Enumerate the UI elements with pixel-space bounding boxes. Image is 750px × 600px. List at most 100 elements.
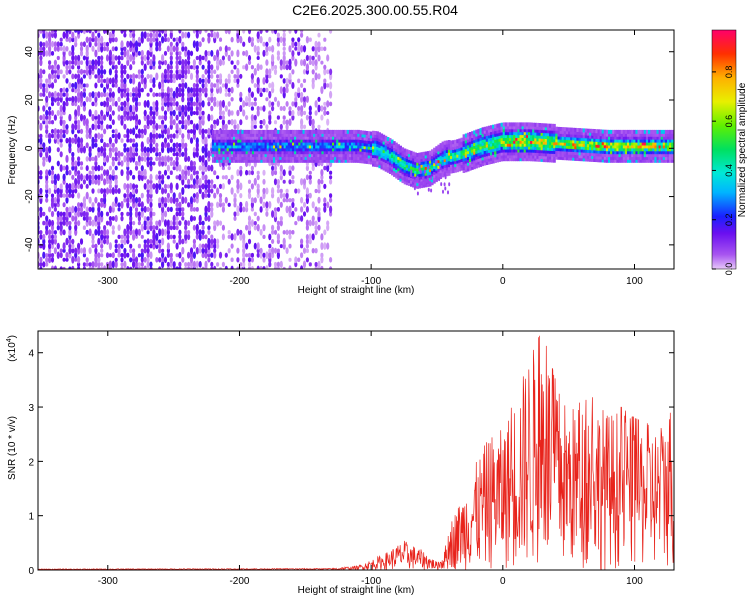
heatmap-cell [161, 228, 165, 237]
heatmap-cell [68, 210, 72, 218]
heatmap-cell [599, 155, 603, 160]
heatmap-cell [348, 158, 352, 163]
heatmap-cell [94, 196, 98, 204]
heatmap-cell [129, 104, 133, 113]
heatmap-cell [351, 138, 354, 143]
heatmap-cell [204, 91, 208, 98]
heatmap-cell [105, 124, 110, 130]
heatmap-cell [534, 157, 537, 162]
heatmap-cell [386, 154, 390, 159]
heatmap-cell [149, 115, 153, 121]
heatmap-cell [285, 144, 289, 149]
heatmap-cell [213, 170, 217, 176]
heatmap-cell [201, 37, 205, 43]
heatmap-cell [323, 68, 327, 76]
heatmap-cell [97, 114, 101, 121]
heatmap-cell [114, 83, 118, 88]
heatmap-cell [300, 196, 304, 204]
heatmap-cell [178, 51, 182, 56]
heatmap-cell [454, 145, 457, 150]
heatmap-cell [123, 146, 127, 153]
heatmap-cell [323, 141, 327, 146]
heatmap-cell [146, 50, 150, 57]
heatmap-cell [483, 126, 487, 131]
heatmap-cell [285, 101, 289, 107]
heatmap-cell [424, 171, 428, 176]
heatmap-cell [378, 164, 381, 169]
heatmap-cell [570, 127, 573, 132]
heatmap-cell [320, 265, 324, 269]
heatmap-cell [481, 159, 485, 164]
heatmap-cell [283, 147, 287, 152]
heatmap-cell [479, 131, 483, 135]
heatmap-cell [359, 130, 362, 135]
heatmap-cell [325, 153, 329, 158]
heatmap-cell [622, 138, 626, 143]
heatmap-cell [487, 151, 491, 156]
heatmap-cell [152, 136, 156, 145]
heatmap-cell [270, 141, 274, 146]
heatmap-cell [420, 175, 424, 180]
heatmap-cell [454, 148, 457, 153]
heatmap-cell [214, 144, 217, 149]
heatmap-cell [297, 41, 301, 47]
heatmap-cell [71, 73, 75, 80]
heatmap-cell [291, 198, 295, 203]
heatmap-cell [126, 224, 130, 232]
heatmap-cell [195, 110, 199, 116]
heatmap-cell [336, 138, 339, 143]
heatmap-cell [458, 153, 461, 157]
heatmap-cell [635, 155, 638, 160]
heatmap-cell [378, 132, 381, 137]
heatmap-cell [346, 153, 350, 158]
heatmap-cell [143, 242, 147, 250]
heatmap-cell [418, 172, 421, 177]
heatmap-cell [576, 154, 579, 159]
heatmap-cell [247, 252, 252, 258]
heatmap-cell [213, 69, 217, 75]
heatmap-cell [276, 32, 280, 38]
heatmap-cell [45, 78, 49, 84]
heatmap-cell [342, 153, 346, 158]
heatmap-cell [243, 144, 247, 149]
heatmap-cell [195, 174, 199, 180]
heatmap-cell [189, 137, 194, 144]
heatmap-cell [591, 157, 594, 162]
heatmap-cell [511, 157, 514, 162]
heatmap-cell [126, 59, 130, 66]
heatmap-cell [230, 97, 234, 102]
heatmap-cell [94, 100, 98, 107]
heatmap-cell [622, 150, 626, 155]
heatmap-cell [178, 120, 182, 125]
heatmap-cell [378, 149, 381, 154]
heatmap-cell [137, 91, 141, 99]
heatmap-cell [570, 136, 573, 141]
heatmap-cell [471, 154, 474, 159]
heatmap-cell [140, 87, 144, 93]
heatmap-cell [187, 233, 191, 241]
heatmap-cell [216, 144, 219, 149]
heatmap-cell [559, 138, 563, 143]
heatmap-cell [458, 144, 461, 149]
heatmap-cell [544, 135, 548, 139]
heatmap-cell [68, 64, 72, 70]
heatmap-cell [207, 32, 211, 38]
heatmap-cell [236, 266, 240, 269]
heatmap-cell [369, 146, 373, 150]
heatmap-cell [172, 160, 176, 167]
heatmap-cell [593, 134, 596, 139]
heatmap-cell [586, 148, 590, 153]
heatmap-cell [166, 261, 170, 267]
heatmap-cell [237, 158, 240, 163]
heatmap-cell [426, 174, 430, 179]
heatmap-cell [546, 152, 550, 157]
heatmap-cell [108, 188, 112, 194]
heatmap-cell [565, 133, 569, 138]
heatmap-cell [65, 91, 69, 98]
heatmap-cell [184, 225, 188, 230]
heatmap-cell [94, 142, 98, 148]
heatmap-cell [565, 150, 569, 155]
heatmap-cell [155, 174, 159, 181]
heatmap-cell [149, 243, 153, 249]
heatmap-cell [422, 175, 426, 179]
